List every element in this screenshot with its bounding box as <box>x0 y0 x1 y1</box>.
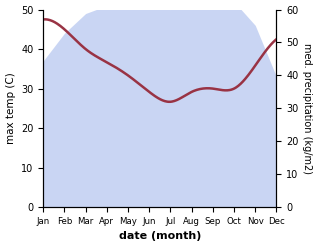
X-axis label: date (month): date (month) <box>119 231 201 242</box>
Y-axis label: med. precipitation (kg/m2): med. precipitation (kg/m2) <box>302 43 313 174</box>
Y-axis label: max temp (C): max temp (C) <box>5 72 16 144</box>
